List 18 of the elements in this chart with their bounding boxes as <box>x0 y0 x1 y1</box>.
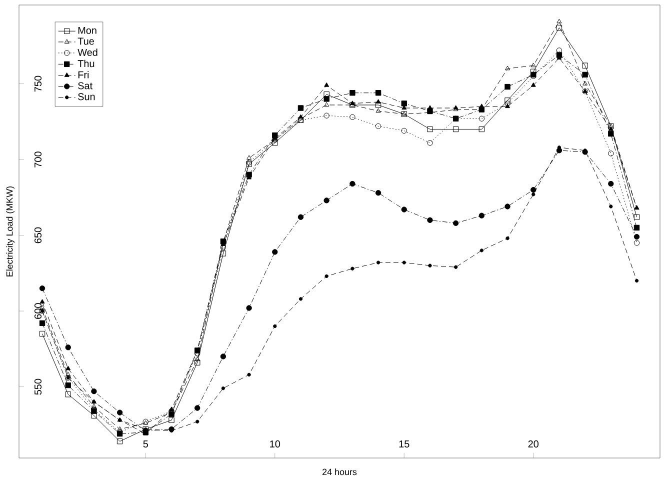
y-tick-label: 600 <box>34 303 42 319</box>
y-axis-title: Electricity Load (MKW) <box>6 186 14 276</box>
x-tick-label: 20 <box>528 440 539 448</box>
x-axis-title: 24 hours <box>322 468 357 476</box>
x-tick-label: 10 <box>270 440 280 448</box>
legend-label: Thu <box>78 60 94 68</box>
x-tick-label: 15 <box>399 440 410 448</box>
legend-label: Sat <box>78 82 92 90</box>
y-tick-label: 550 <box>34 378 42 395</box>
legend-label: Fri <box>78 71 89 78</box>
legend-label: Tue <box>78 38 94 45</box>
legend-label: Sun <box>78 93 95 100</box>
x-tick-label: 5 <box>143 440 148 448</box>
y-tick-label: 750 <box>34 76 42 92</box>
y-tick-label: 650 <box>34 227 42 244</box>
y-tick-label: 700 <box>34 152 42 168</box>
legend-label: Wed <box>78 48 98 56</box>
legend-label: Mon <box>78 26 96 34</box>
